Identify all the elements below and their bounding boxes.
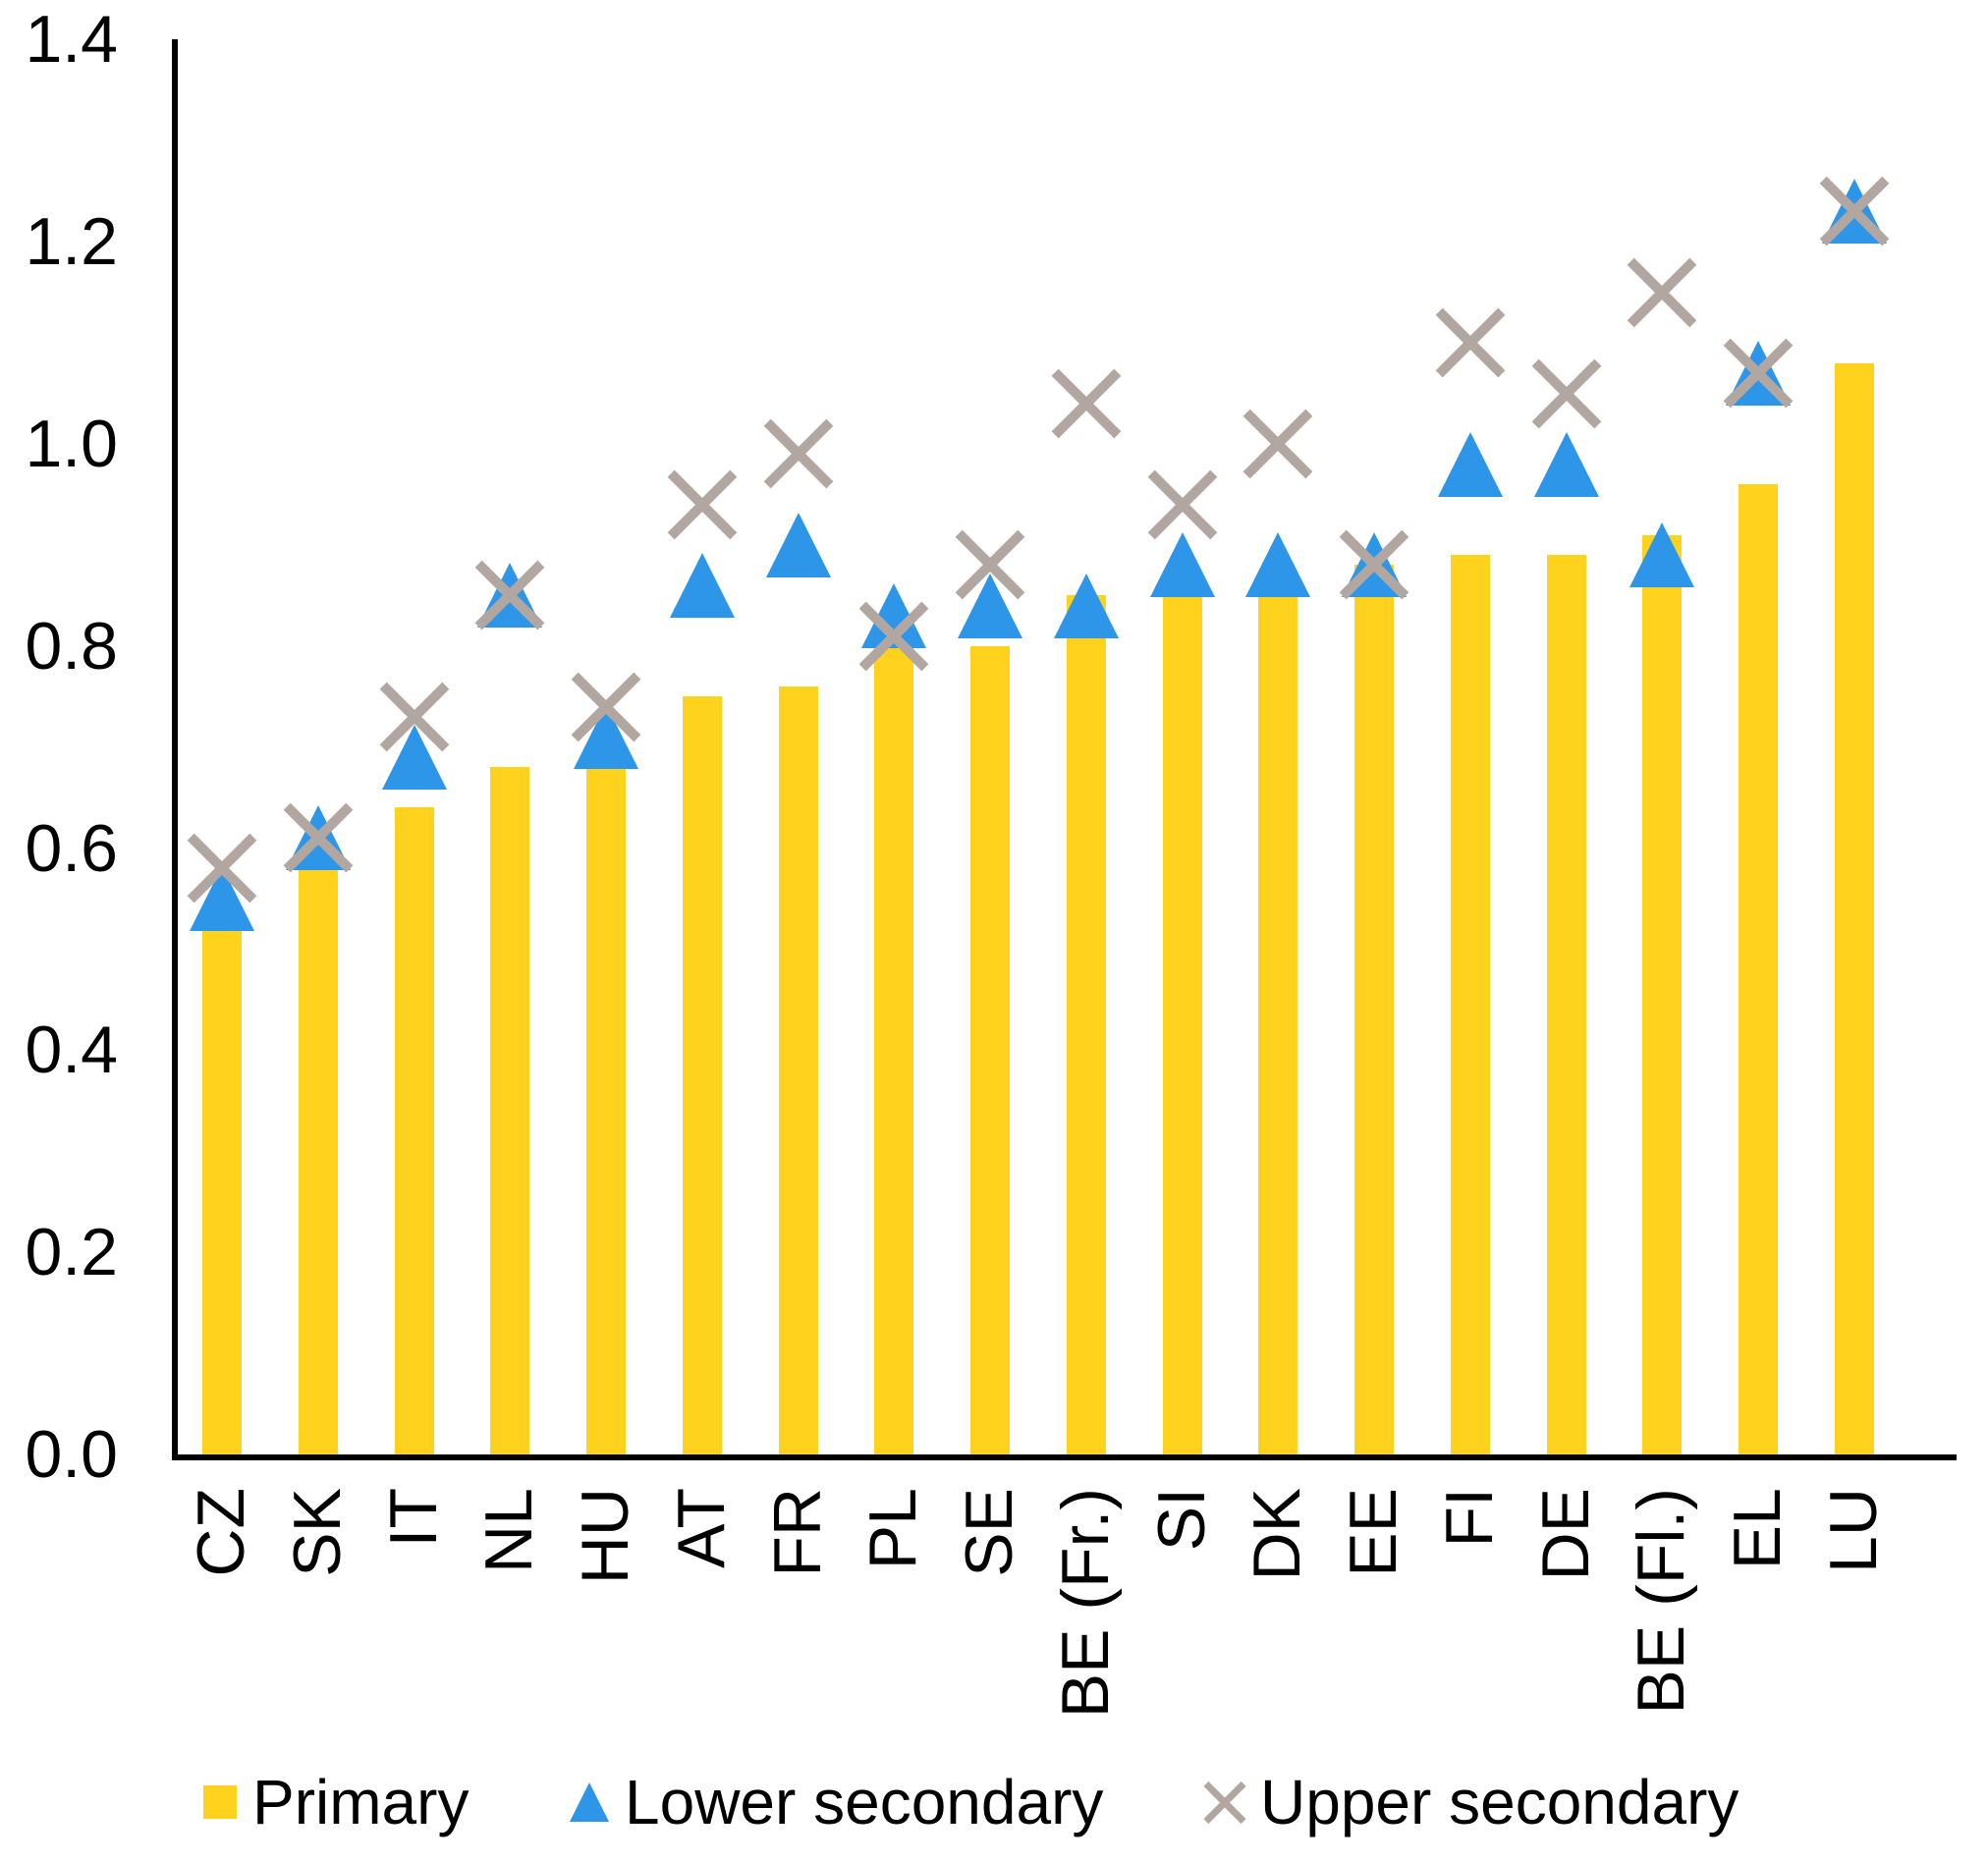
bar-primary [1354,565,1395,1454]
marker-lower-secondary [1245,532,1311,598]
marker-upper-secondary [858,601,929,671]
legend-label: Upper secondary [1260,1767,1740,1837]
x-axis-label: PL [856,1488,931,1570]
bar-primary [298,868,338,1454]
marker-upper-secondary [1723,338,1794,409]
marker-lower-secondary [1533,431,1599,497]
y-axis-tick-label: 1.4 [25,2,118,78]
y-axis-tick-label: 1.2 [25,204,118,280]
x-axis-label: DE [1527,1488,1603,1581]
marker-upper-secondary [379,682,449,752]
marker-upper-secondary [1628,257,1697,327]
marker-lower-secondary [190,866,254,932]
marker-upper-secondary [474,560,545,630]
marker-upper-secondary [1051,368,1122,439]
marker-upper-secondary [1243,409,1313,479]
bar-primary [202,928,242,1454]
legend-x-icon [1203,1781,1246,1824]
bar-primary [586,767,627,1454]
bar-primary [682,696,722,1454]
x-axis-label: SE [952,1488,1027,1577]
x-axis-line [172,1454,1957,1460]
bar-primary [490,767,530,1454]
marker-upper-secondary [187,833,257,904]
marker-upper-secondary [955,530,1025,600]
legend-label: Lower secondary [625,1767,1104,1837]
bar-primary [778,685,818,1454]
marker-upper-secondary [1531,358,1602,428]
y-axis-tick-label: 0.4 [25,1013,118,1088]
x-axis-label: FI [1431,1488,1507,1548]
marker-lower-secondary [1629,522,1695,588]
x-axis-label: AT [663,1488,739,1568]
y-axis-tick-label: 0.8 [25,608,118,684]
marker-lower-secondary [1437,431,1503,497]
marker-upper-secondary [1339,530,1409,600]
x-axis-label: EE [1336,1488,1411,1577]
marker-upper-secondary [283,802,354,873]
legend-item-lower-secondary: Lower secondary [570,1765,1103,1839]
marker-upper-secondary [571,672,641,741]
legend-triangle-icon [570,1782,609,1822]
x-axis-label: FR [759,1488,835,1577]
y-axis-tick-label: 0.0 [25,1417,118,1492]
bar-primary [1739,484,1779,1454]
x-axis-label: NL [471,1488,547,1573]
marker-lower-secondary [1149,532,1215,598]
x-axis-label: BE (Fl.) [1624,1488,1699,1715]
marker-lower-secondary [669,553,735,619]
bar-primary [874,645,914,1454]
legend-label: Primary [252,1767,469,1837]
marker-upper-secondary [763,418,833,489]
bar-primary [1835,362,1874,1454]
bar-primary [1450,555,1490,1454]
x-axis-label: IT [375,1488,451,1548]
marker-lower-secondary [765,512,831,577]
bar-primary [1258,595,1298,1454]
marker-upper-secondary [1147,469,1217,540]
y-axis-line [172,39,178,1460]
y-axis-tick-label: 0.2 [25,1215,118,1290]
marker-upper-secondary [667,469,738,540]
x-axis-label: BE (Fr.) [1047,1488,1123,1719]
bar-primary [1066,595,1106,1454]
legend-item-upper-secondary: Upper secondary [1203,1765,1740,1839]
marker-upper-secondary [1819,176,1890,247]
x-axis-label: SK [279,1488,355,1577]
bar-primary [1162,595,1202,1454]
y-axis-tick-label: 1.0 [25,407,118,481]
bar-primary [1546,555,1586,1454]
bar-primary [970,645,1011,1454]
marker-upper-secondary [1435,307,1506,378]
legend-square-icon [203,1785,237,1819]
marker-lower-secondary [1053,573,1119,638]
bar-primary [394,807,434,1454]
x-axis-label: DK [1240,1488,1315,1581]
x-axis-label: EL [1720,1488,1795,1570]
legend-item-primary: Primary [203,1765,469,1839]
x-axis-label: CZ [184,1488,258,1577]
x-axis-label: SI [1143,1488,1219,1552]
y-axis-tick-label: 0.6 [25,810,118,886]
x-axis-label: HU [568,1488,643,1585]
marker-lower-secondary [574,704,639,770]
x-axis-label: LU [1816,1488,1891,1573]
bar-primary [1642,534,1683,1454]
